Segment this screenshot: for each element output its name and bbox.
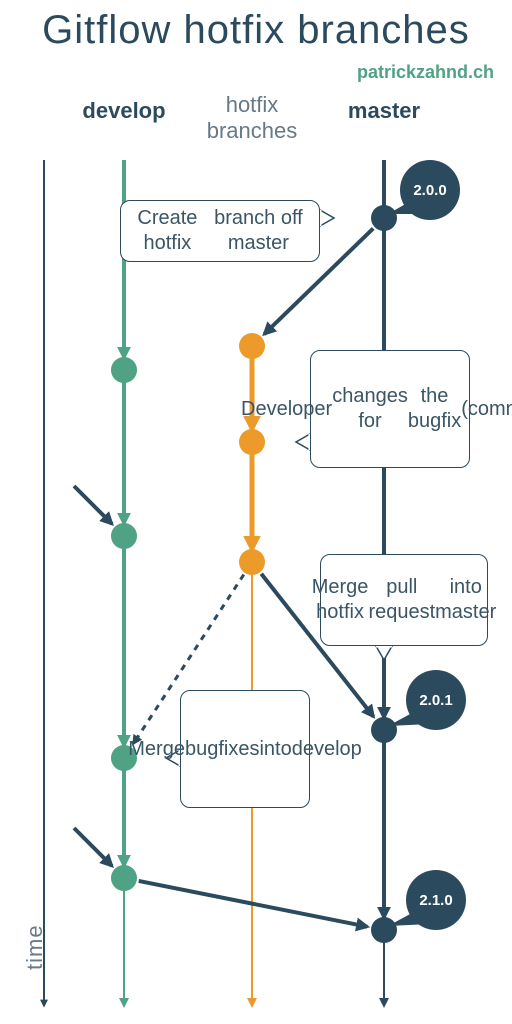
- subtitle: patrickzahnd.ch: [357, 62, 494, 83]
- callout: Developerchanges forthe bugfix(commit): [310, 350, 470, 468]
- title: Gitflow hotfix branches: [0, 8, 512, 53]
- callout: Mergebugfixesintodevelop: [180, 690, 310, 808]
- version-tag: 2.0.1: [406, 670, 466, 730]
- callout: Create hotfixbranch off master: [120, 200, 320, 262]
- callout: Merge hotfixpull requestinto master: [320, 554, 488, 646]
- version-tag: 2.1.0: [406, 870, 466, 930]
- diagram-canvas: Gitflow hotfix branches patrickzahnd.ch …: [0, 0, 512, 1024]
- version-tag: 2.0.0: [400, 160, 460, 220]
- column-label-master: master: [304, 98, 464, 124]
- time-axis-label: time: [22, 924, 48, 970]
